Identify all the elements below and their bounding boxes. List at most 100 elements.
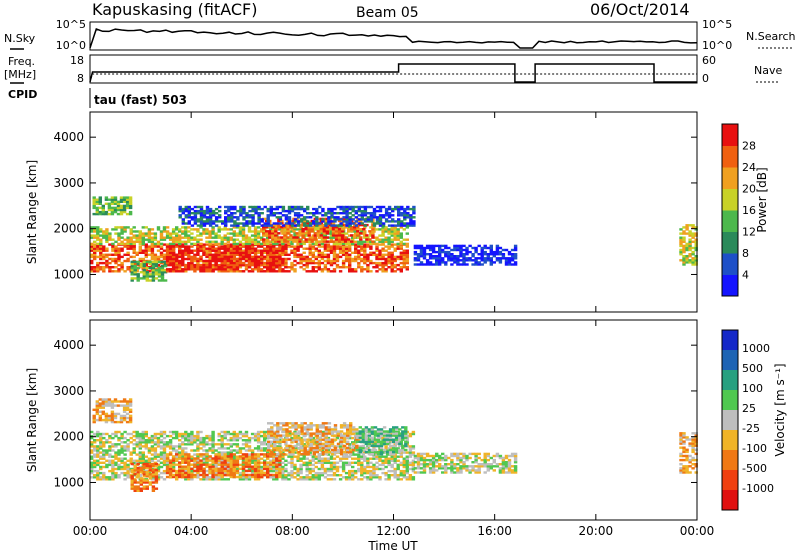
power-cell bbox=[393, 270, 397, 273]
velocity-cell bbox=[132, 439, 136, 442]
velocity-cell bbox=[357, 445, 361, 448]
power-cell bbox=[260, 207, 264, 211]
power-cell bbox=[293, 245, 297, 248]
velocity-cell bbox=[411, 430, 416, 434]
power-cell bbox=[390, 263, 394, 267]
power-cell bbox=[196, 247, 200, 250]
power-cell bbox=[205, 236, 209, 239]
power-cell bbox=[308, 259, 312, 263]
power-cell bbox=[211, 257, 215, 261]
power-cell bbox=[317, 255, 321, 259]
power-cell bbox=[474, 263, 478, 266]
power-cell bbox=[694, 246, 698, 250]
power-cell bbox=[238, 251, 243, 254]
power-cell bbox=[293, 249, 297, 252]
power-cell bbox=[311, 247, 315, 250]
velocity-cell bbox=[402, 463, 406, 467]
velocity-cell bbox=[144, 443, 148, 446]
power-cell bbox=[375, 220, 380, 223]
power-cell bbox=[378, 243, 382, 246]
power-cell bbox=[196, 268, 200, 271]
power-cell bbox=[202, 266, 206, 269]
power-cell bbox=[336, 205, 340, 209]
power-cell bbox=[229, 266, 233, 269]
power-cell bbox=[272, 249, 276, 252]
power-cell bbox=[236, 222, 240, 225]
power-cell bbox=[150, 245, 155, 248]
velocity-cell bbox=[162, 430, 167, 434]
power-cell bbox=[175, 253, 179, 256]
power-cell bbox=[393, 228, 397, 231]
velocity-cell bbox=[139, 481, 143, 484]
power-cell bbox=[135, 270, 139, 273]
power-cell bbox=[162, 230, 167, 233]
power-cell bbox=[354, 224, 358, 227]
power-cell bbox=[353, 234, 357, 237]
power-cell bbox=[310, 226, 314, 229]
power-cell bbox=[366, 255, 370, 259]
power-cell bbox=[375, 218, 380, 221]
velocity-cell bbox=[250, 461, 255, 464]
power-cell bbox=[208, 220, 213, 223]
velocity-cell bbox=[98, 404, 102, 407]
power-cell bbox=[266, 261, 270, 265]
power-cell bbox=[308, 253, 312, 256]
power-cell bbox=[281, 205, 286, 209]
power-cell bbox=[99, 249, 103, 252]
power-cell bbox=[369, 259, 373, 263]
power-cell bbox=[274, 228, 278, 231]
power-cell bbox=[342, 209, 346, 213]
power-cell bbox=[381, 270, 385, 273]
velocity-cell bbox=[190, 441, 194, 444]
power-cell bbox=[269, 263, 273, 267]
velocity-cell bbox=[102, 455, 106, 458]
power-cell bbox=[351, 209, 355, 213]
power-cell bbox=[371, 232, 375, 235]
power-cell bbox=[375, 253, 379, 256]
power-cell bbox=[329, 234, 334, 237]
power-cell bbox=[220, 259, 224, 263]
power-cell bbox=[292, 236, 296, 239]
power-cell bbox=[202, 209, 207, 213]
power-cell bbox=[402, 266, 406, 269]
power-cell bbox=[378, 220, 383, 223]
power-cell bbox=[299, 261, 303, 265]
velocity-cell bbox=[308, 478, 312, 481]
velocity-cell bbox=[302, 461, 306, 464]
power-cell bbox=[441, 250, 445, 254]
velocity-cell bbox=[217, 451, 221, 454]
power-cell bbox=[119, 208, 124, 212]
power-cell bbox=[281, 240, 285, 243]
power-cell bbox=[412, 220, 416, 223]
velocity-cell bbox=[144, 441, 148, 444]
velocity-cell bbox=[202, 439, 206, 442]
power-cell bbox=[331, 240, 336, 243]
velocity-cell bbox=[93, 453, 97, 456]
power-cell bbox=[330, 224, 334, 227]
power-cell bbox=[394, 220, 398, 223]
power-cell bbox=[290, 251, 294, 254]
power-cell bbox=[306, 212, 310, 215]
power-cell bbox=[123, 245, 127, 248]
power-cell bbox=[456, 244, 460, 248]
noise-panel: N.Sky 10^5 10^0 10^5 10^0 N.Search bbox=[4, 18, 796, 52]
power-cell bbox=[266, 218, 270, 221]
power-cell bbox=[220, 268, 224, 271]
velocity-cell bbox=[348, 463, 352, 467]
power-cell bbox=[96, 232, 100, 235]
power-cell bbox=[114, 228, 118, 231]
velocity-cell bbox=[144, 434, 148, 438]
power-cell bbox=[465, 259, 469, 262]
power-cell bbox=[360, 216, 364, 219]
power-cell bbox=[90, 236, 94, 239]
velocity-cell bbox=[102, 474, 106, 477]
power-cell bbox=[178, 242, 182, 246]
power-cell bbox=[477, 257, 481, 260]
power-cell bbox=[98, 212, 102, 216]
velocity-cell bbox=[232, 443, 236, 446]
velocity-cell bbox=[168, 476, 173, 479]
power-cell bbox=[329, 247, 334, 250]
power-cell bbox=[412, 209, 416, 213]
velocity-cell bbox=[175, 469, 179, 473]
velocity-cell bbox=[128, 420, 133, 424]
